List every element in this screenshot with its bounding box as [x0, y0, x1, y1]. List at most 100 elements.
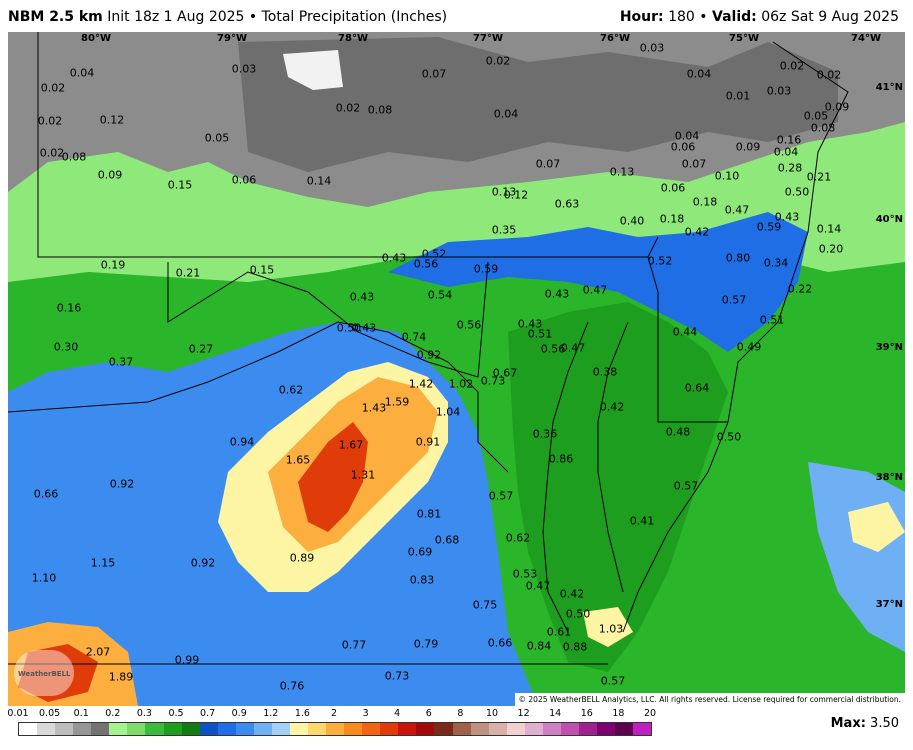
- legend-label: 0.9: [231, 708, 247, 719]
- precip-value: 0.94: [229, 435, 255, 449]
- precip-value: 0.07: [535, 157, 561, 171]
- legend-label: 0.5: [168, 708, 184, 719]
- legend-swatch: [578, 723, 597, 735]
- precip-value: 0.50: [336, 321, 362, 335]
- delmarva-coast: [622, 421, 729, 633]
- precip-value: 0.74: [401, 330, 427, 344]
- precip-value: 0.02: [37, 114, 63, 128]
- precip-value: 0.03: [766, 84, 792, 98]
- forecast-hour: 180: [668, 9, 695, 25]
- latitude-label: 37°N: [875, 599, 903, 610]
- precip-value: 0.88: [562, 640, 588, 654]
- precip-value: 0.92: [109, 477, 135, 491]
- precip-value: 0.57: [721, 293, 747, 307]
- precip-value: 0.16: [776, 133, 802, 147]
- precip-value: 0.63: [554, 197, 580, 211]
- precip-value: 0.35: [491, 223, 517, 237]
- precip-value: 0.47: [525, 579, 551, 593]
- legend-swatch: [181, 723, 200, 735]
- legend-label: 20: [643, 708, 657, 719]
- legend-swatch: [380, 723, 399, 735]
- precip-value: 0.04: [674, 129, 700, 143]
- legend-label: 6: [425, 708, 432, 719]
- legend-swatch: [289, 723, 308, 735]
- precip-value: 0.49: [736, 340, 762, 354]
- precip-value: 1.10: [31, 571, 57, 585]
- legend-label: 0.1: [73, 708, 89, 719]
- precip-value: 0.01: [725, 89, 751, 103]
- precip-value: 0.66: [487, 636, 513, 650]
- precip-value: 0.42: [684, 225, 710, 239]
- longitude-label: 77°W: [473, 33, 503, 44]
- legend-labels: 0.01 0.05 0.1 0.2 0.3 0.5 0.7 0.9 1.2 1.6 2 3 4 6 8 10 1…: [7, 708, 658, 722]
- precip-value: 1.04: [435, 405, 461, 419]
- nj-coast: [727, 41, 849, 423]
- precip-value: 0.43: [517, 317, 543, 331]
- legend-swatch: [488, 723, 507, 735]
- longitude-label: 79°W: [217, 33, 247, 44]
- precip-value: 0.57: [673, 479, 699, 493]
- legend-label: 8: [457, 708, 464, 719]
- precip-value: 0.86: [548, 452, 574, 466]
- precip-value: 0.04: [493, 107, 519, 121]
- precip-legend: 0.01 0.05 0.1 0.2 0.3 0.5 0.7 0.9 1.2 1.6 2 3 4 6 8 10 1…: [7, 708, 658, 748]
- precip-value: 0.43: [774, 210, 800, 224]
- precip-value: 0.76: [279, 679, 305, 693]
- precip-value: 0.75: [472, 598, 498, 612]
- precip-value: 0.02: [39, 146, 65, 160]
- precip-value: 0.19: [100, 258, 126, 272]
- legend-swatch: [452, 723, 471, 735]
- precip-value: 0.27: [188, 342, 214, 356]
- precip-value: 0.92: [190, 556, 216, 570]
- longitude-label: 76°W: [600, 33, 630, 44]
- precip-value: 0.43: [381, 251, 407, 265]
- precip-value: 1.65: [285, 453, 311, 467]
- precip-value: 0.18: [692, 195, 718, 209]
- legend-swatch: [109, 723, 128, 735]
- precip-value: 0.13: [609, 165, 635, 179]
- longitude-label: 80°W: [81, 33, 111, 44]
- precip-value: 0.62: [505, 531, 531, 545]
- legend-label: 1.6: [294, 708, 310, 719]
- precip-value: 0.09: [824, 100, 850, 114]
- precip-value: 0.67: [492, 366, 518, 380]
- precip-value: 0.02: [816, 68, 842, 82]
- precip-value: 1.67: [338, 438, 364, 452]
- precip-value: 0.91: [415, 435, 441, 449]
- precip-value: 0.30: [53, 340, 79, 354]
- precip-value: 0.80: [725, 251, 751, 265]
- legend-swatch: [344, 723, 363, 735]
- legend-swatch: [163, 723, 182, 735]
- legend-label: 12: [517, 708, 530, 719]
- precip-value: 0.12: [503, 188, 529, 202]
- legend-label: 0.2: [105, 708, 121, 719]
- longitude-label: 74°W: [851, 33, 881, 44]
- legend-label: 10: [485, 708, 499, 719]
- map-background: [8, 32, 905, 706]
- precip-value: 0.73: [480, 374, 506, 388]
- legend-swatch: [271, 723, 290, 735]
- legend-color-bar: [18, 722, 652, 736]
- darkgray-region: [238, 37, 838, 172]
- map-title: NBM 2.5 km Init 18z 1 Aug 2025 • Total P…: [8, 9, 448, 25]
- precip-value: 0.43: [351, 321, 377, 335]
- green-delmarva: [508, 302, 728, 672]
- precip-value: 0.81: [416, 507, 442, 521]
- legend-swatch: [19, 723, 38, 735]
- precip-value: 0.44: [672, 325, 698, 339]
- hour-label: Hour:: [619, 9, 664, 25]
- legend-swatch: [506, 723, 525, 735]
- precip-value: 1.03: [598, 622, 624, 636]
- legend-swatch: [91, 723, 110, 735]
- legend-swatch: [362, 723, 381, 735]
- precip-value: 0.09: [735, 140, 761, 154]
- precip-value: 0.12: [99, 113, 125, 127]
- va-border: [8, 321, 509, 473]
- legend-swatch: [398, 723, 417, 735]
- valid-time: 06z Sat 9 Aug 2025: [761, 9, 899, 25]
- legend-swatch: [434, 723, 453, 735]
- precip-value: 0.52: [421, 247, 447, 261]
- max-value-display: Max: 3.50: [831, 716, 899, 731]
- precip-value: 0.64: [684, 381, 710, 395]
- precip-value: 0.69: [407, 545, 433, 559]
